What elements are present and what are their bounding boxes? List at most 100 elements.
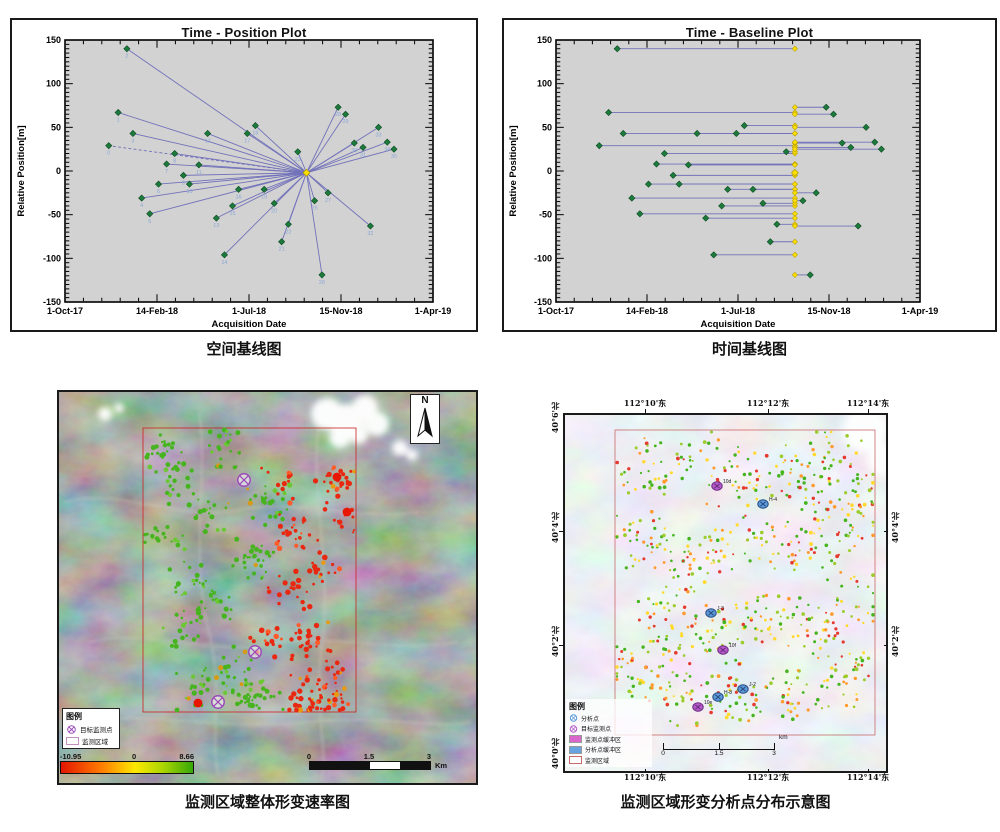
analysis-points-map: 10d 10f 10e H-4 J-3 J-2 H-8 图例 分析点 目标监测点 监测点缓冲区分…: [563, 413, 888, 773]
legend-title: 图例: [66, 711, 82, 721]
svg-text:1-Apr-19: 1-Apr-19: [902, 306, 939, 316]
svg-text:1-Oct-17: 1-Oct-17: [47, 306, 83, 316]
svg-text:1: 1: [117, 117, 120, 123]
svg-text:10: 10: [186, 189, 192, 195]
lat-label-left-3: 40°2'北: [550, 626, 560, 658]
svg-text:28: 28: [335, 112, 341, 118]
svg-text:50: 50: [51, 122, 61, 132]
lon-label-top-3: 112°14'东: [846, 398, 890, 408]
legend-item: 监测点缓冲区: [569, 735, 649, 744]
svg-text:8: 8: [173, 159, 176, 165]
chart-title-position: Time - Position Plot: [181, 25, 307, 40]
colorbar-gradient: [60, 761, 194, 774]
target-monitoring-point-markers: 10d 10f 10e: [692, 479, 737, 712]
x-axis-title: Acquisition Date: [212, 319, 287, 330]
legend-title: 图例: [569, 701, 585, 711]
svg-text:29: 29: [342, 119, 348, 125]
scalebar-left-map: 0 1.5 3 Km: [307, 752, 451, 770]
svg-text:19: 19: [261, 194, 267, 200]
svg-text:9: 9: [182, 180, 185, 186]
svg-text:150: 150: [537, 35, 552, 45]
svg-text:0: 0: [56, 166, 61, 176]
north-arrow-icon: [417, 407, 433, 438]
lat-label-left-1: 40°6'北: [550, 402, 560, 434]
analysis-point-icon: [569, 714, 578, 722]
svg-text:16: 16: [236, 194, 242, 200]
svg-text:1-Jul-18: 1-Jul-18: [232, 306, 266, 316]
svg-text:27: 27: [325, 198, 331, 204]
chart-title-baseline: Time - Baseline Plot: [685, 25, 814, 40]
svg-text:J-3: J-3: [717, 606, 724, 612]
svg-text:15: 15: [229, 211, 235, 217]
legend-item-label: 分析点缓冲区: [585, 748, 622, 754]
scalebar-unit: Km: [435, 761, 448, 770]
legend-item-label: 监测区域: [585, 758, 610, 765]
target-point-icon: [67, 724, 76, 734]
svg-text:22: 22: [285, 229, 291, 235]
svg-text:-50: -50: [48, 210, 61, 220]
x-axis-title: Acquisition Date: [701, 319, 776, 330]
svg-text:17: 17: [244, 138, 250, 144]
svg-text:5: 5: [148, 219, 151, 225]
satellite-basemap: [59, 392, 476, 783]
colorbar-labels: -10.95 0 8.66: [60, 752, 194, 761]
svg-text:33: 33: [375, 132, 381, 138]
acquisition-markers: [595, 45, 885, 279]
legend-item: 分析点缓冲区: [569, 745, 649, 754]
lat-label-right-1: 40°4'北: [890, 512, 900, 544]
lon-label-top-2: 112°12'东: [746, 398, 790, 408]
svg-text:H-4: H-4: [769, 497, 777, 503]
target-monitoring-point-markers: [211, 473, 262, 709]
caption-deformation-rate-map: 监测区域整体形变速率图: [184, 793, 350, 811]
svg-text:7: 7: [165, 169, 168, 175]
svg-text:14-Feb-18: 14-Feb-18: [626, 306, 668, 316]
analysis-point-markers: H-4 J-3 J-2 H-8: [705, 497, 777, 702]
lat-label-right-2: 40°2'北: [890, 626, 900, 658]
legend-right-map: 图例 分析点 目标监测点 监测点缓冲区 分析点缓冲区 监测区域: [566, 699, 652, 767]
monitoring-area-outline: [614, 429, 876, 736]
svg-text:26: 26: [319, 280, 325, 286]
monitor-buffer-swatch: [569, 735, 582, 743]
acquisition-markers: [105, 45, 398, 279]
svg-text:0: 0: [107, 151, 110, 157]
svg-text:34: 34: [384, 147, 390, 153]
caption-spatial-baseline: 空间基线图: [206, 340, 282, 358]
svg-text:-50: -50: [539, 210, 552, 220]
colorbar-max: 8.66: [179, 752, 194, 761]
caption-analysis-points-map: 监测区域形变分析点分布示意图: [620, 793, 831, 811]
north-arrow: N: [410, 394, 440, 444]
large-subsidence-dots: [193, 472, 352, 708]
svg-text:32: 32: [367, 231, 373, 237]
svg-text:23: 23: [295, 157, 301, 163]
svg-text:15-Nov-18: 15-Nov-18: [319, 306, 362, 316]
svg-text:-150: -150: [534, 297, 552, 307]
lon-label-bottom-1: 112°10'东: [623, 772, 667, 782]
monitoring-area-outline: [142, 427, 357, 713]
legend-item: 分析点: [569, 714, 649, 723]
svg-text:150: 150: [46, 35, 61, 45]
svg-text:0: 0: [547, 166, 552, 176]
svg-text:3: 3: [131, 138, 134, 144]
svg-text:2: 2: [125, 54, 128, 60]
svg-text:100: 100: [46, 79, 61, 89]
svg-text:H-8: H-8: [724, 690, 732, 696]
deformation-colorbar: -10.95 0 8.66: [60, 752, 194, 774]
svg-text:50: 50: [542, 122, 552, 132]
svg-text:31: 31: [360, 152, 366, 158]
uplift-deformation-dots: [143, 427, 293, 713]
svg-text:1-Oct-17: 1-Oct-17: [538, 306, 574, 316]
legend-item: 监测区域: [66, 736, 116, 746]
svg-text:J-2: J-2: [749, 682, 756, 688]
scalebar-right-map: 0 1.5 3 km: [661, 734, 788, 757]
svg-text:14: 14: [221, 260, 227, 266]
svg-text:1-Apr-19: 1-Apr-19: [415, 306, 452, 316]
svg-text:35: 35: [391, 154, 397, 160]
legend-item-label: 目标监测点: [80, 727, 113, 734]
svg-text:6: 6: [157, 189, 160, 195]
baseline-connection-lines: [108, 48, 395, 275]
svg-text:-150: -150: [43, 297, 61, 307]
deformation-rate-map: N 图例 目标监测点监测区域 -10.95 0 8.66 0 1.5 3 Km: [57, 390, 478, 785]
legend-item-label: 监测点缓冲区: [585, 737, 622, 744]
